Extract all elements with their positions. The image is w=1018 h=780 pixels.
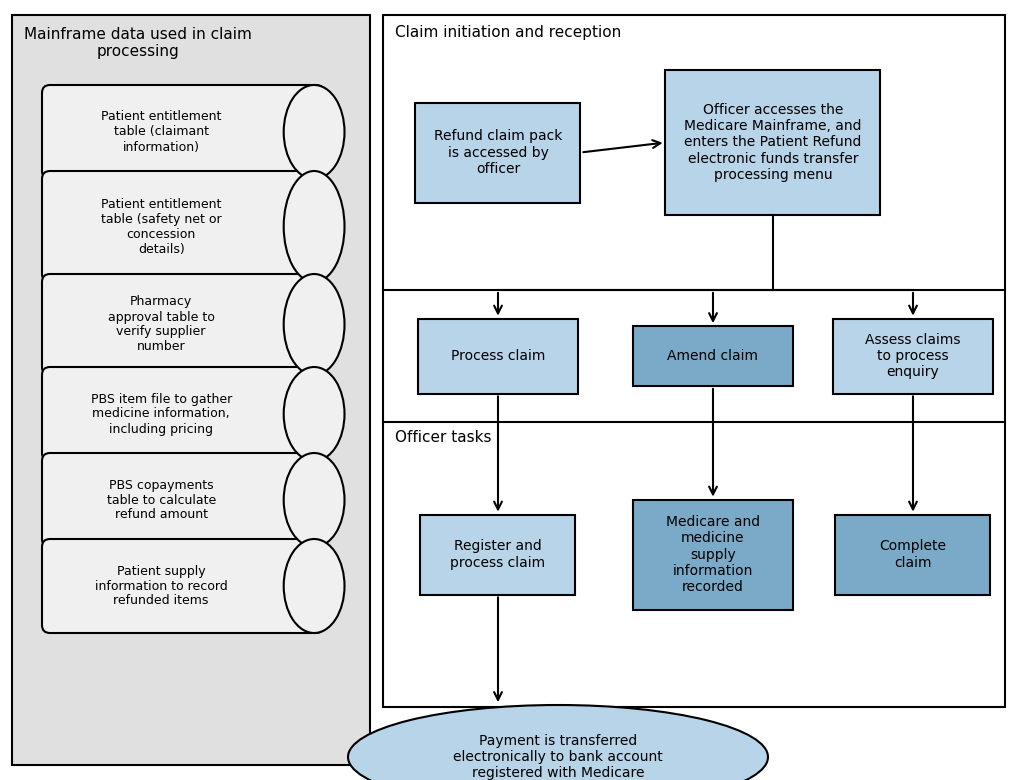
- FancyBboxPatch shape: [418, 318, 578, 393]
- Text: Payment is transferred
electronically to bank account
registered with Medicare: Payment is transferred electronically to…: [453, 734, 663, 780]
- Text: Claim initiation and reception: Claim initiation and reception: [395, 25, 621, 40]
- FancyBboxPatch shape: [633, 499, 793, 609]
- FancyBboxPatch shape: [420, 515, 575, 594]
- Text: Register and
process claim: Register and process claim: [450, 540, 546, 569]
- FancyBboxPatch shape: [42, 85, 324, 179]
- Text: PBS item file to gather
medicine information,
including pricing: PBS item file to gather medicine informa…: [91, 392, 232, 435]
- Text: PBS copayments
table to calculate
refund amount: PBS copayments table to calculate refund…: [107, 478, 216, 522]
- FancyBboxPatch shape: [42, 367, 324, 461]
- FancyBboxPatch shape: [42, 539, 324, 633]
- FancyBboxPatch shape: [42, 274, 324, 375]
- Text: Refund claim pack
is accessed by
officer: Refund claim pack is accessed by officer: [434, 129, 562, 176]
- FancyBboxPatch shape: [299, 548, 318, 624]
- FancyBboxPatch shape: [299, 94, 318, 170]
- FancyBboxPatch shape: [42, 171, 324, 282]
- FancyBboxPatch shape: [383, 15, 1005, 707]
- Ellipse shape: [284, 171, 344, 282]
- Text: Process claim: Process claim: [451, 349, 546, 363]
- Ellipse shape: [348, 705, 768, 780]
- Text: Officer accesses the
Medicare Mainframe, and
enters the Patient Refund
electroni: Officer accesses the Medicare Mainframe,…: [684, 103, 862, 182]
- Text: Patient supply
information to record
refunded items: Patient supply information to record ref…: [95, 565, 228, 608]
- Ellipse shape: [284, 367, 344, 461]
- FancyBboxPatch shape: [415, 102, 580, 203]
- Text: Patient entitlement
table (safety net or
concession
details): Patient entitlement table (safety net or…: [101, 197, 222, 256]
- FancyBboxPatch shape: [836, 515, 991, 594]
- Text: Officer tasks: Officer tasks: [395, 430, 492, 445]
- Text: Pharmacy
approval table to
verify supplier
number: Pharmacy approval table to verify suppli…: [108, 296, 215, 353]
- Text: Medicare and
medicine
supply
information
recorded: Medicare and medicine supply information…: [666, 515, 760, 594]
- FancyBboxPatch shape: [12, 15, 370, 765]
- Text: Assess claims
to process
enquiry: Assess claims to process enquiry: [865, 333, 961, 379]
- Text: Complete
claim: Complete claim: [880, 540, 947, 569]
- Text: Mainframe data used in claim
processing: Mainframe data used in claim processing: [24, 27, 251, 59]
- FancyBboxPatch shape: [833, 318, 993, 393]
- Text: Amend claim: Amend claim: [668, 349, 758, 363]
- FancyBboxPatch shape: [299, 283, 318, 366]
- Ellipse shape: [284, 85, 344, 179]
- FancyBboxPatch shape: [633, 326, 793, 386]
- Ellipse shape: [284, 453, 344, 547]
- FancyBboxPatch shape: [42, 453, 324, 547]
- Text: Patient entitlement
table (claimant
information): Patient entitlement table (claimant info…: [101, 111, 221, 154]
- FancyBboxPatch shape: [299, 462, 318, 538]
- Ellipse shape: [284, 539, 344, 633]
- FancyBboxPatch shape: [299, 376, 318, 452]
- FancyBboxPatch shape: [299, 180, 318, 273]
- FancyBboxPatch shape: [666, 70, 881, 215]
- Ellipse shape: [284, 274, 344, 375]
